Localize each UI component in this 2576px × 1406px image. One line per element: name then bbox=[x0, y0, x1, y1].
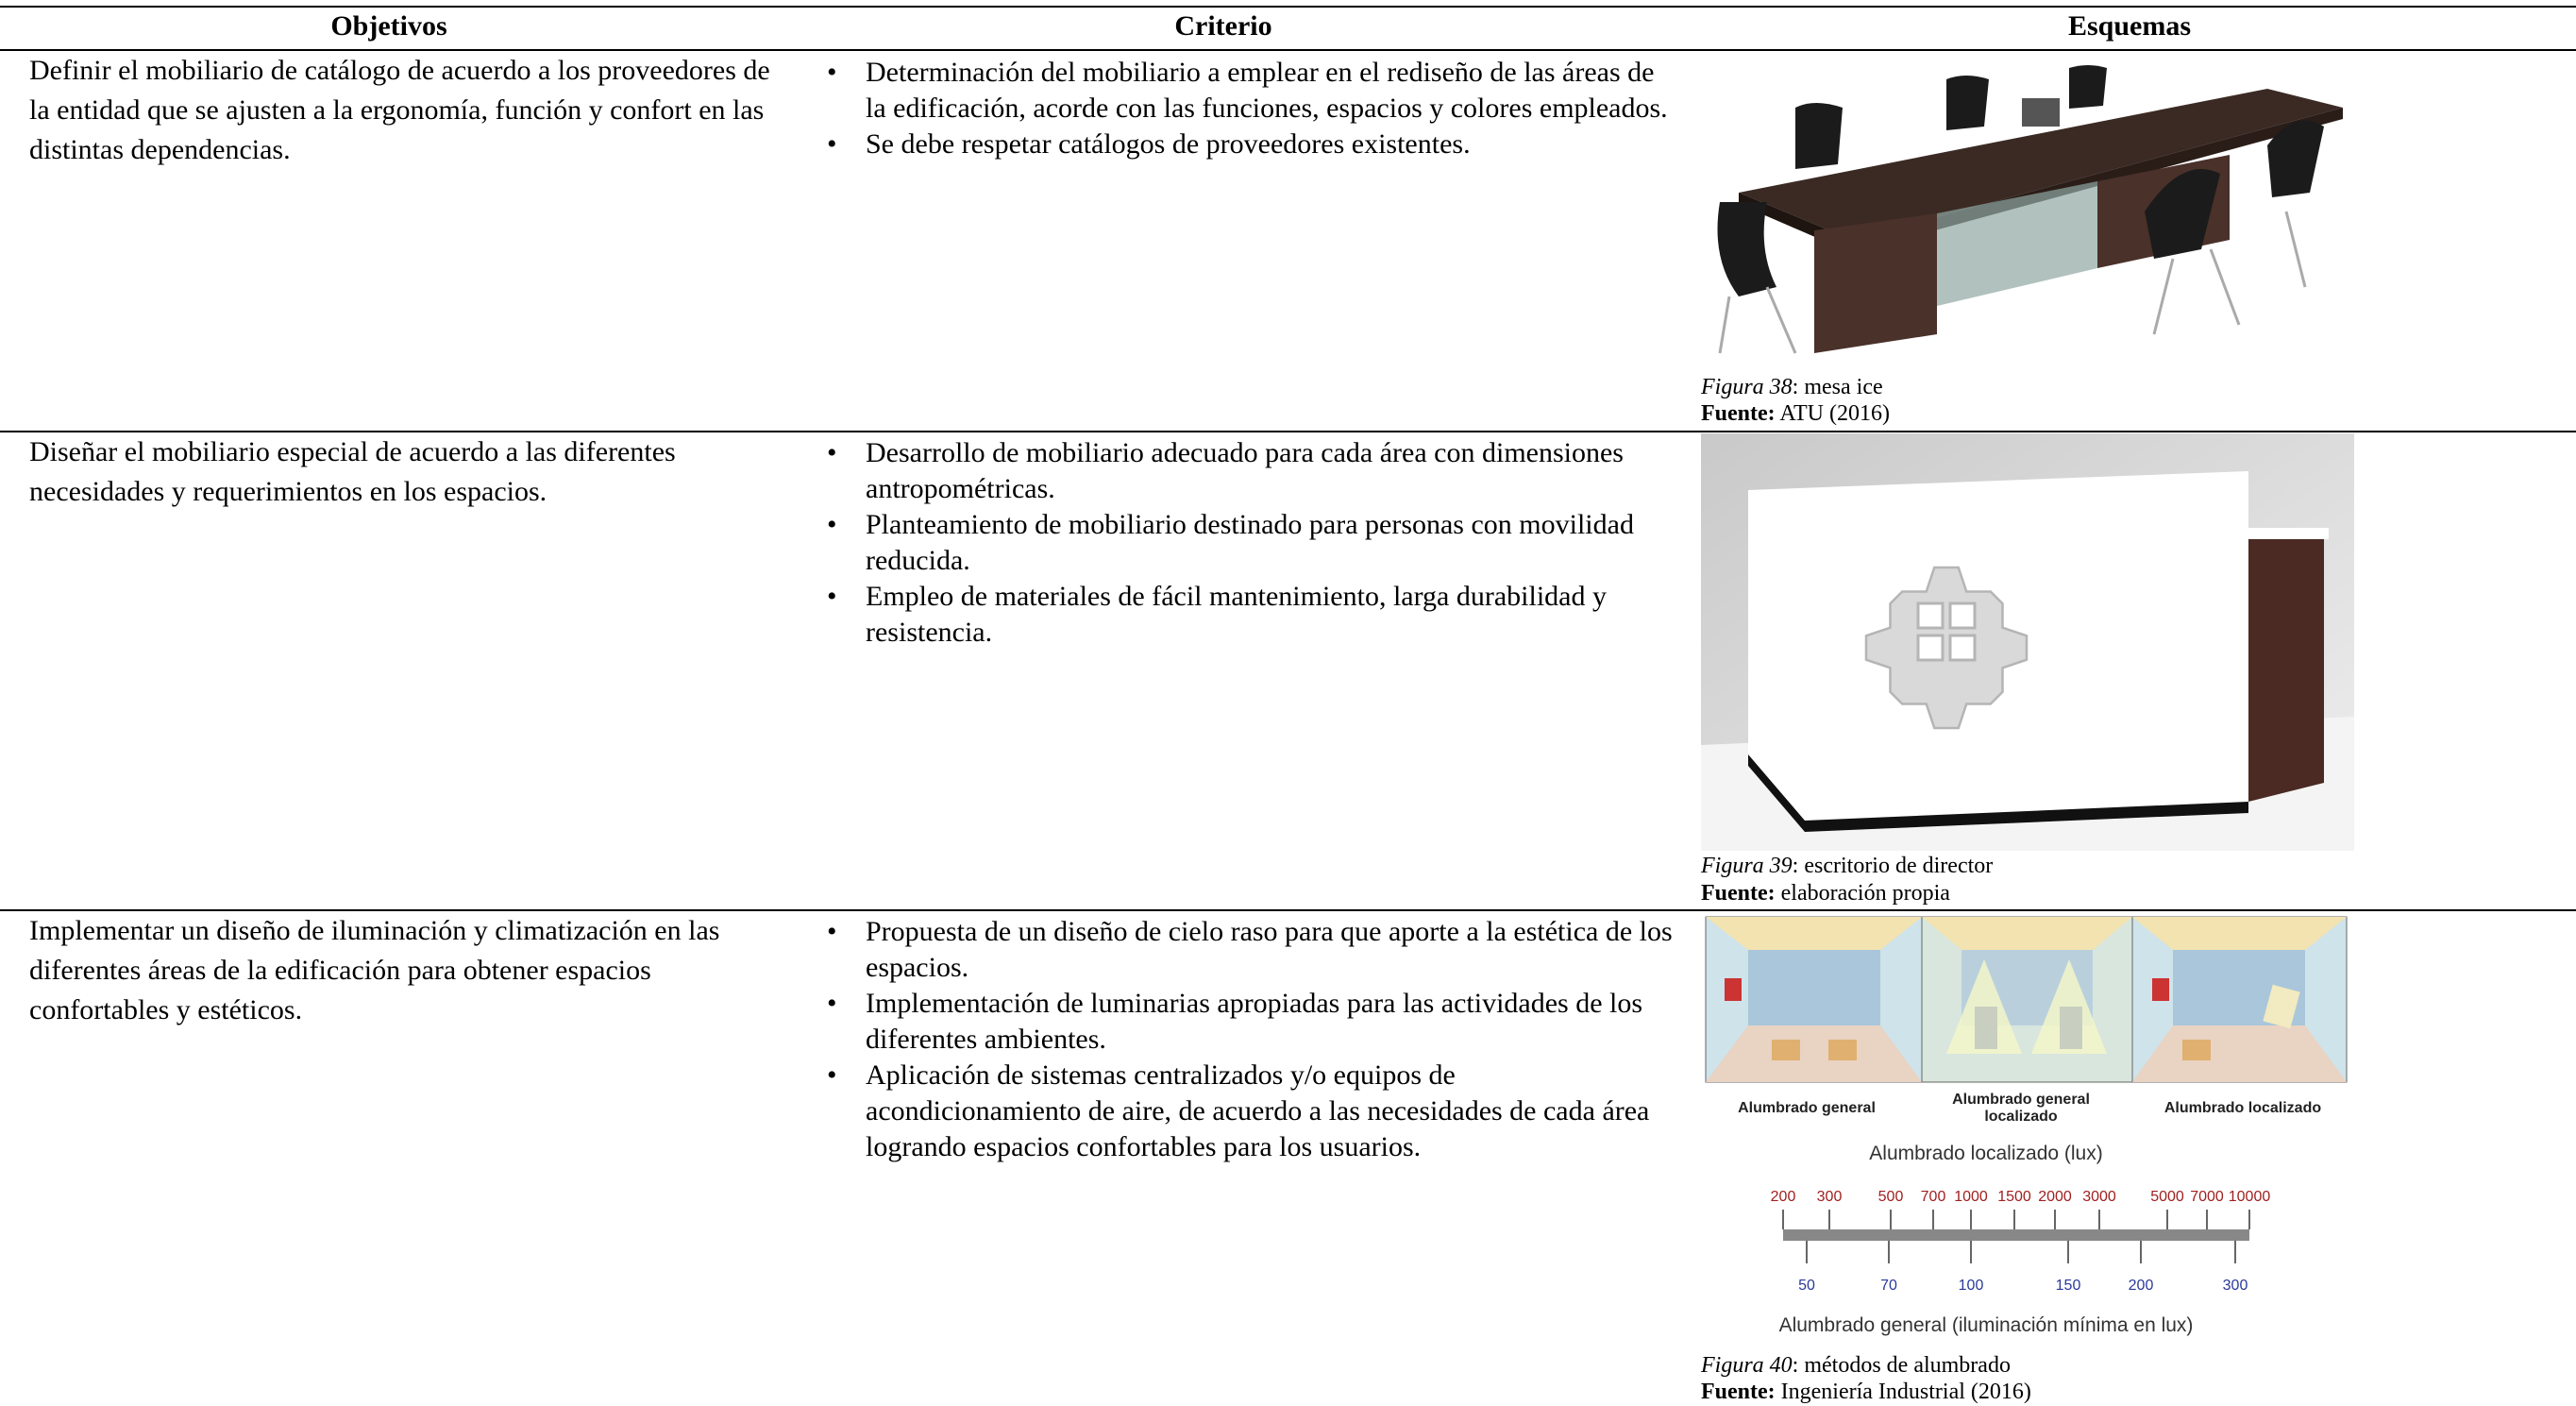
criterion: Se debe respetar catálogos de proveedore… bbox=[827, 127, 1676, 162]
source-text: Ingeniería Industrial (2016) bbox=[1775, 1380, 2031, 1404]
caption-text: : mesa ice bbox=[1792, 375, 1883, 399]
scale-top-label: 200 bbox=[1771, 1189, 1796, 1205]
scale-top-label: 10000 bbox=[2229, 1189, 2271, 1205]
caption-text: : escritorio de director bbox=[1792, 854, 1994, 878]
objective: Definir el mobiliario de catálogo de acu… bbox=[29, 55, 770, 165]
criteria-list: Desarrollo de mobiliario adecuado para c… bbox=[827, 435, 1676, 651]
scale-title: Alumbrado general (iluminación mínima en… bbox=[1779, 1314, 2194, 1336]
scale-top-label: 1000 bbox=[1954, 1189, 1988, 1205]
header-rule bbox=[0, 49, 2576, 51]
source-label: Fuente: bbox=[1701, 881, 1776, 906]
figure-caption: Figura 40: métodos de alumbrado bbox=[1701, 1352, 2011, 1380]
criterion: Planteamiento de mobiliario destinado pa… bbox=[827, 507, 1676, 579]
figure-source: Fuente: ATU (2016) bbox=[1701, 400, 1890, 428]
scale-bottom-label: 70 bbox=[1880, 1278, 1897, 1294]
source-text: elaboración propia bbox=[1775, 881, 1950, 906]
criterion: Empleo de materiales de fácil mantenimie… bbox=[827, 579, 1676, 651]
header-cell: Criterio bbox=[1174, 10, 1272, 42]
panel-label: Alumbrado localizado bbox=[2164, 1100, 2321, 1116]
source-text: ATU (2016) bbox=[1775, 401, 1890, 426]
table-top-rule bbox=[0, 6, 2576, 8]
scale-top-label: 1500 bbox=[1997, 1189, 2031, 1205]
scale-bottom-label: 200 bbox=[2129, 1278, 2154, 1294]
panel-label: Alumbrado general bbox=[1738, 1100, 1876, 1116]
figure-image bbox=[1701, 51, 2354, 372]
source-label: Fuente: bbox=[1701, 1380, 1776, 1404]
row-rule bbox=[0, 431, 2576, 432]
figure-caption: Figura 39: escritorio de director bbox=[1701, 853, 1993, 880]
figure-number: Figura 39 bbox=[1701, 854, 1793, 878]
objective: Implementar un diseño de iluminación y c… bbox=[29, 915, 720, 1025]
room-panel bbox=[1921, 916, 2133, 1083]
criterion: Implementación de luminarias apropiadas … bbox=[827, 986, 1676, 1058]
caption-text: : métodos de alumbrado bbox=[1792, 1353, 2011, 1378]
room-panel bbox=[1705, 916, 1923, 1083]
figure-image bbox=[1701, 433, 2354, 851]
panel-label: Alumbrado general localizado bbox=[1952, 1092, 2090, 1125]
scale-title: Alumbrado localizado (lux) bbox=[1869, 1143, 2102, 1164]
figure-diagram: Alumbrado general Alumbrado general local… bbox=[1705, 916, 2348, 1336]
figure-number: Figura 40 bbox=[1701, 1353, 1793, 1378]
scale-top-label: 500 bbox=[1878, 1189, 1904, 1205]
scale-bottom-label: 50 bbox=[1798, 1278, 1815, 1294]
header-cell: Objetivos bbox=[330, 10, 447, 42]
scale-bottom-label: 100 bbox=[1959, 1278, 1984, 1294]
criterion: Aplicación de sistemas centralizados y/o… bbox=[827, 1058, 1676, 1165]
figure-number: Figura 38 bbox=[1701, 375, 1793, 399]
figure-caption: Figura 38: mesa ice bbox=[1701, 374, 1883, 401]
scale-bottom-label: 300 bbox=[2223, 1278, 2248, 1294]
scale-top-label: 300 bbox=[1817, 1189, 1843, 1205]
row-rule bbox=[0, 909, 2576, 911]
criteria-list: Propuesta de un diseño de cielo raso par… bbox=[827, 914, 1676, 1165]
scale-top-label: 5000 bbox=[2150, 1189, 2184, 1205]
criteria-list: Determinación del mobiliario a emplear e… bbox=[827, 55, 1676, 162]
header-cell: Esquemas bbox=[2067, 10, 2192, 42]
figure-source: Fuente: Ingeniería Industrial (2016) bbox=[1701, 1379, 2031, 1406]
scale-top-label: 700 bbox=[1921, 1189, 1946, 1205]
figure-source: Fuente: elaboración propia bbox=[1701, 880, 1950, 907]
scale-bottom-label: 150 bbox=[2056, 1278, 2081, 1294]
objective: Diseñar el mobiliario especial de acuerd… bbox=[29, 436, 676, 507]
criterion: Propuesta de un diseño de cielo raso par… bbox=[827, 914, 1676, 986]
panel-label-box: Alumbrado general localizado bbox=[1952, 1092, 2090, 1125]
source-label: Fuente: bbox=[1701, 401, 1776, 426]
scale-top-label: 3000 bbox=[2082, 1189, 2116, 1205]
criterion: Determinación del mobiliario a emplear e… bbox=[827, 55, 1676, 127]
scale-top-label: 7000 bbox=[2190, 1189, 2224, 1205]
criterion: Desarrollo de mobiliario adecuado para c… bbox=[827, 435, 1676, 507]
room-panel bbox=[2131, 916, 2348, 1083]
scale-top-label: 2000 bbox=[2038, 1189, 2072, 1205]
